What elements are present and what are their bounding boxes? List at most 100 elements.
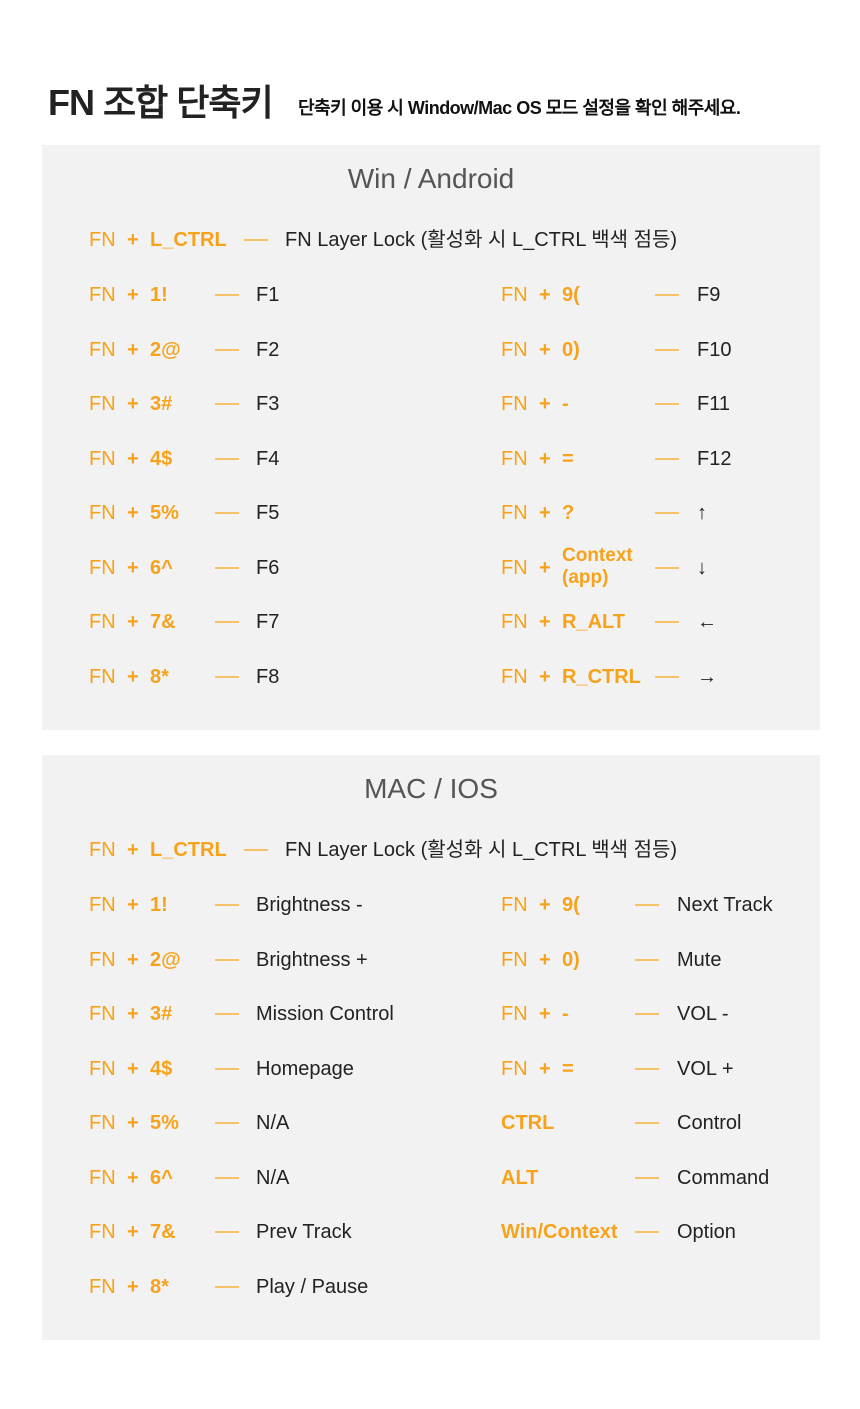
fn-key-label: FN (89, 284, 116, 306)
fn-key-label: FN (89, 502, 116, 524)
fn-key-label: FN (89, 1166, 116, 1189)
fn-key-label: FN (501, 556, 528, 579)
plus-sign: + (127, 447, 139, 470)
shortcut-result: N/A (256, 1166, 290, 1189)
plus-sign: + (127, 229, 139, 251)
fn-key-label: FN (89, 1112, 116, 1134)
shortcut-result: Command (677, 1166, 770, 1189)
plus-sign: + (539, 1057, 551, 1080)
shortcut-result: Brightness - (256, 894, 363, 916)
separator-dash (215, 1013, 239, 1015)
fn-key-label: FN (89, 894, 116, 916)
separator-dash (215, 1067, 239, 1070)
plus-sign: + (539, 556, 551, 579)
shortcut-result: N/A (256, 1112, 290, 1134)
shortcut-result: VOL + (677, 1057, 734, 1080)
shortcut-result: FN Layer Lock (활성화 시 L_CTRL 백색 점등) (285, 229, 678, 251)
separator-dash (215, 457, 239, 460)
shortcut-result: VOL - (677, 1003, 729, 1025)
shortcut-row: FN + R_ALT ← (42, 607, 820, 637)
plus-sign: + (127, 338, 139, 361)
separator-dash (215, 512, 239, 514)
plus-sign: + (539, 894, 551, 916)
fn-key-label: FN (89, 948, 116, 971)
shortcut-row: FN +8* F8 (42, 662, 820, 692)
key-label: R_ALT (562, 611, 625, 633)
shortcut-result: ← (697, 611, 717, 633)
key-label: = (562, 1057, 574, 1080)
separator-dash (655, 621, 679, 623)
fn-key-label: FN (89, 1057, 116, 1080)
shortcut-row: FN +9(F9 (42, 280, 820, 310)
shortcut-result: F9 (697, 284, 721, 306)
plus-sign: + (127, 1275, 139, 1298)
plus-sign: + (127, 556, 139, 579)
key-label: = (562, 447, 574, 470)
page-title: FN 조합 단축키 (48, 82, 274, 123)
shortcut-row: FN +9(Next Track (42, 890, 820, 920)
plus-sign: + (539, 284, 551, 306)
key-label: ? (562, 502, 575, 524)
key-label: 2@ (150, 948, 181, 971)
plus-sign: + (127, 665, 139, 688)
layer-lock-row: FN + L_CTRL FN Layer Lock (활성화 시 L_CTRL 백색 … (42, 835, 820, 865)
page-subtitle: 단축키 이용 시 Window/Mac OS 모드 설정을 확인 해주세요. (298, 98, 741, 118)
key-label: 0) (562, 338, 580, 361)
fn-key-label: FN (89, 839, 116, 861)
plus-sign: + (539, 611, 551, 633)
plus-sign: + (127, 502, 139, 524)
separator-dash (655, 294, 679, 296)
shortcut-result: Play / Pause (256, 1275, 369, 1298)
separator-dash (655, 403, 679, 405)
key-label: 5% (150, 502, 179, 524)
fn-key-label: FN (89, 665, 116, 688)
shortcut-row: FN +8* Play / Pause (42, 1272, 820, 1302)
key-label: 1! (150, 894, 168, 916)
plus-sign: + (539, 1003, 551, 1025)
shortcut-result: F8 (256, 665, 280, 688)
separator-dash (215, 294, 239, 296)
plus-sign: + (127, 1221, 139, 1243)
key-label: CTRL (501, 1112, 555, 1134)
shortcut-row: FN +2@ Brightness + (42, 945, 820, 975)
shortcut-result: F4 (256, 447, 280, 470)
shortcut-result: Control (677, 1112, 742, 1134)
section-title: Win / Android (347, 163, 515, 194)
fn-key-label: FN (501, 894, 528, 916)
shortcut-result: Option (677, 1221, 736, 1243)
shortcut-result: F2 (256, 338, 280, 361)
shortcut-result: ↓ (697, 556, 707, 579)
shortcut-result: Next Track (677, 894, 773, 916)
separator-dash (215, 348, 239, 351)
fn-key-label: FN (89, 338, 116, 361)
shortcut-result: Homepage (256, 1057, 354, 1080)
fn-key-label: FN (89, 393, 116, 415)
plus-sign: + (127, 1112, 139, 1134)
plus-sign: + (127, 948, 139, 971)
separator-dash (215, 1122, 239, 1124)
separator-dash (215, 1285, 239, 1288)
key-label: 4$ (150, 1057, 173, 1080)
plus-sign: + (127, 839, 139, 861)
plus-sign: + (127, 393, 139, 415)
shortcut-row: FN +6^ F6 (42, 553, 820, 583)
shortcut-row: ALT Command (42, 1163, 820, 1193)
separator-dash (215, 403, 239, 405)
plus-sign: + (539, 338, 551, 361)
fn-key-label: FN (501, 665, 528, 688)
separator-dash (215, 1231, 239, 1233)
fn-key-label: FN (89, 556, 116, 579)
key-label: ALT (501, 1166, 539, 1189)
key-label: L_CTRL (150, 839, 227, 861)
shortcut-result: F10 (697, 338, 732, 361)
plus-sign: + (127, 1166, 139, 1189)
separator-dash (635, 1122, 659, 1124)
key-label: 8* (150, 665, 169, 688)
mac-ios-panel: MAC / IOS FN + L_CTRL FN Layer Lock (활성화 시 … (42, 755, 820, 1340)
plus-sign: + (127, 1057, 139, 1080)
shortcut-result: Brightness + (256, 948, 368, 971)
plus-sign: + (539, 665, 551, 688)
separator-dash (655, 512, 679, 514)
key-label: 7& (150, 611, 176, 633)
key-label: 3# (150, 393, 173, 415)
